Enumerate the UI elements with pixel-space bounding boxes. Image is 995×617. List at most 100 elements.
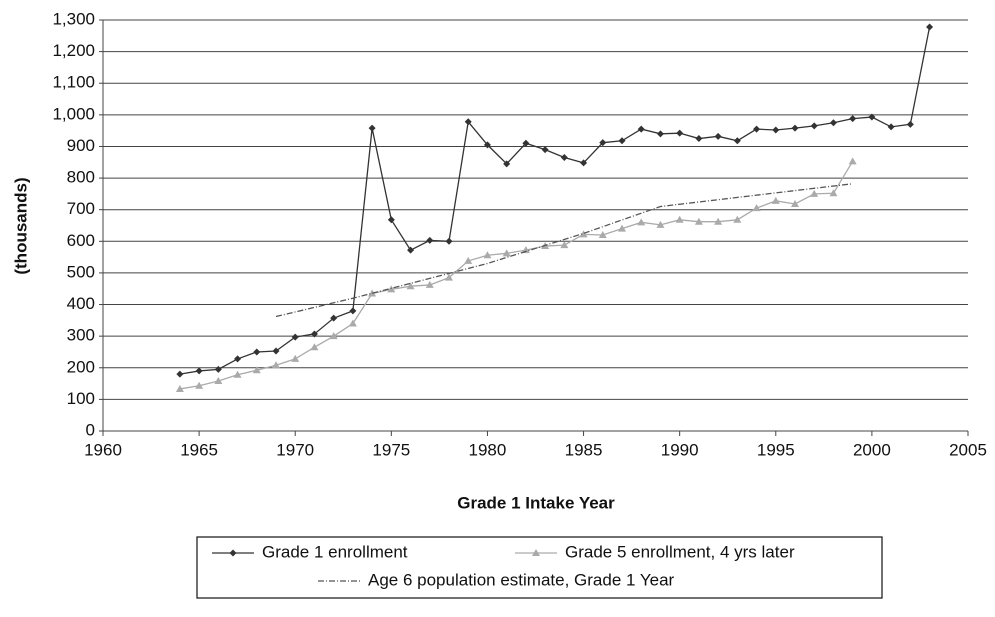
data-point: [406, 282, 415, 290]
data-point: [637, 125, 645, 133]
series-line: [179, 26, 931, 375]
data-point: [425, 280, 434, 288]
y-tick-label: 600: [67, 231, 95, 250]
data-point: [580, 159, 588, 167]
data-point: [868, 113, 876, 121]
data-point: [656, 130, 664, 138]
y-tick-label: 1,300: [52, 9, 95, 28]
y-tick-label: 300: [67, 326, 95, 345]
y-tick-label: 1,200: [52, 41, 95, 60]
legend-label: Grade 1 enrollment: [262, 542, 408, 561]
data-point: [829, 119, 837, 127]
y-axis-label: (thousands): [11, 177, 30, 274]
x-tick-label: 1965: [180, 440, 218, 459]
data-point: [310, 343, 319, 351]
data-point: [234, 355, 242, 363]
data-point: [407, 246, 415, 254]
data-point: [502, 249, 511, 257]
data-point: [291, 333, 299, 341]
legend-marker: [229, 549, 237, 557]
data-point: [887, 123, 895, 131]
data-point: [214, 377, 223, 385]
data-point: [483, 141, 491, 149]
x-axis-label: Grade 1 Intake Year: [457, 493, 615, 512]
data-point: [675, 215, 684, 223]
data-point: [906, 120, 914, 128]
legend-box: [196, 536, 883, 599]
data-point: [252, 366, 261, 374]
data-point: [598, 230, 607, 238]
data-point: [599, 139, 607, 147]
data-point: [926, 23, 934, 31]
data-point: [195, 381, 204, 389]
data-point: [175, 384, 184, 392]
data-point: [618, 137, 626, 145]
x-tick-label: 1990: [661, 440, 699, 459]
y-tick-label: 1,000: [52, 104, 95, 123]
data-point: [829, 189, 838, 197]
data-point: [426, 236, 434, 244]
data-point: [233, 370, 242, 378]
x-tick-label: 1995: [757, 440, 795, 459]
data-point: [291, 354, 300, 362]
x-tick-label: 1980: [469, 440, 507, 459]
y-tick-label: 800: [67, 168, 95, 187]
data-point: [848, 157, 857, 165]
data-point: [272, 361, 280, 369]
x-tick-label: 1970: [276, 440, 314, 459]
data-point: [541, 146, 549, 154]
data-point: [656, 220, 665, 228]
data-point: [560, 241, 569, 249]
y-tick-label: 200: [67, 357, 95, 376]
data-point: [253, 348, 261, 356]
y-tick-label: 0: [86, 420, 95, 439]
series-line: [179, 160, 854, 390]
data-point: [176, 370, 184, 378]
data-point: [791, 200, 799, 208]
data-point: [810, 189, 819, 197]
data-point: [733, 215, 742, 223]
data-point: [714, 217, 723, 225]
data-point: [310, 330, 318, 338]
data-point: [676, 129, 684, 137]
y-tick-label: 400: [67, 294, 95, 313]
y-tick-label: 900: [67, 136, 95, 155]
x-tick-label: 1985: [565, 440, 603, 459]
data-point: [637, 218, 646, 226]
data-point: [733, 137, 741, 145]
data-point: [849, 115, 857, 123]
legend-label: Grade 5 enrollment, 4 yrs later: [565, 542, 795, 561]
data-point: [368, 124, 376, 132]
y-tick-label: 100: [67, 389, 95, 408]
data-point: [714, 132, 722, 140]
data-point: [272, 347, 280, 355]
data-point: [771, 196, 780, 204]
legend-marker: [532, 549, 540, 556]
data-point: [483, 251, 492, 259]
y-tick-label: 1,100: [52, 73, 95, 92]
data-point: [368, 289, 377, 297]
data-point: [329, 332, 338, 340]
data-point: [387, 216, 395, 224]
data-point: [214, 365, 222, 373]
data-point: [522, 139, 530, 147]
x-tick-label: 1975: [372, 440, 410, 459]
data-point: [694, 217, 703, 225]
data-point: [503, 160, 511, 168]
data-point: [330, 314, 338, 322]
data-point: [791, 124, 799, 132]
data-point: [810, 122, 818, 130]
x-tick-label: 2005: [949, 440, 987, 459]
data-point: [579, 230, 588, 238]
data-point: [752, 204, 761, 212]
x-tick-label: 1960: [84, 440, 122, 459]
data-point: [445, 237, 453, 245]
y-tick-label: 500: [67, 262, 95, 281]
series-line: [275, 183, 853, 318]
data-point: [195, 367, 203, 375]
data-point: [445, 273, 453, 281]
data-point: [464, 118, 472, 126]
data-point: [753, 125, 761, 133]
data-point: [464, 256, 473, 264]
